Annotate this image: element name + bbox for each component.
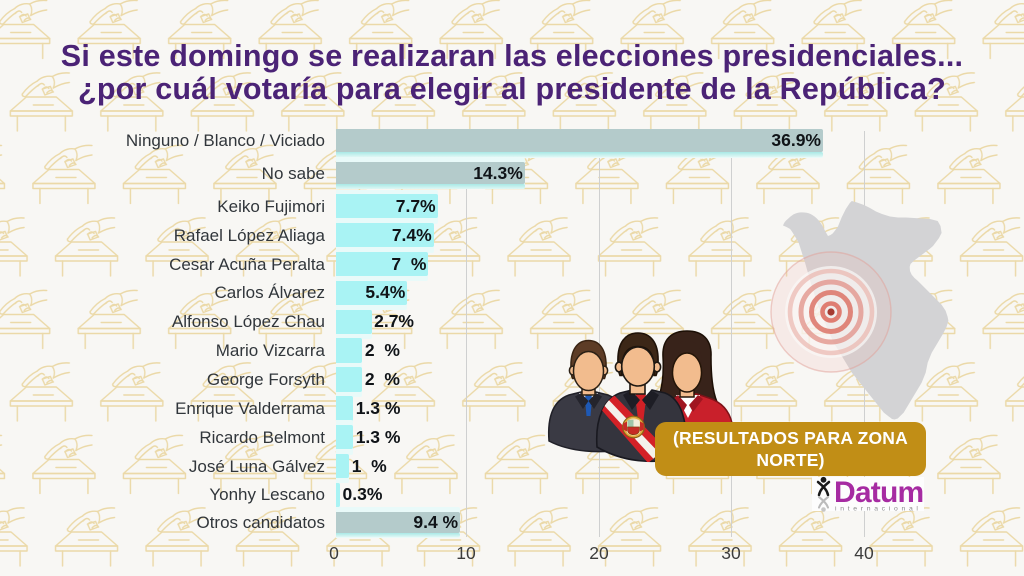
svg-text:Datum: Datum (834, 476, 923, 509)
svg-text:internacional: internacional (835, 506, 922, 513)
